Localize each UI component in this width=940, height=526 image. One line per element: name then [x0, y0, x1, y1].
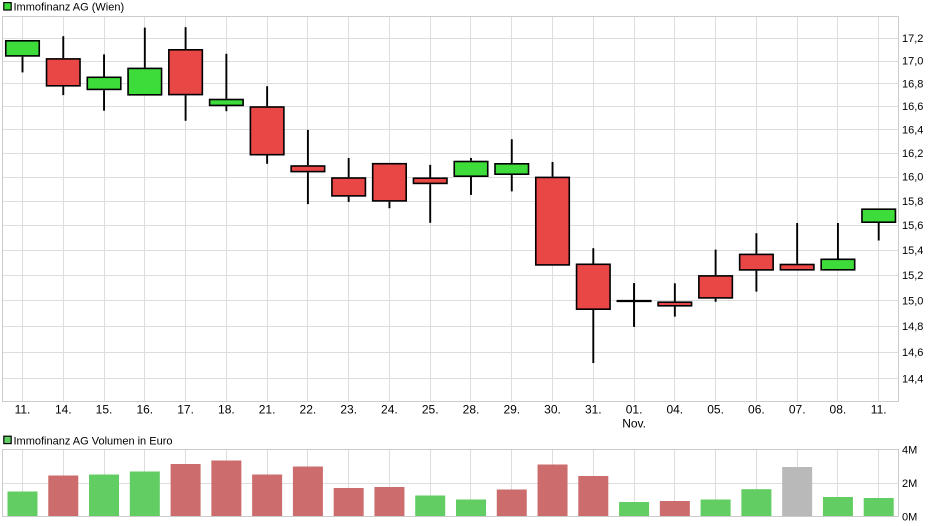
svg-text:15,6: 15,6: [902, 220, 923, 232]
svg-text:Immofinanz AG (Wien): Immofinanz AG (Wien): [14, 1, 125, 13]
svg-text:29.: 29.: [503, 402, 520, 416]
svg-text:16,0: 16,0: [902, 172, 923, 184]
svg-text:14,4: 14,4: [902, 374, 923, 386]
svg-text:14,6: 14,6: [902, 347, 923, 359]
svg-text:24.: 24.: [381, 402, 398, 416]
svg-text:Immofinanz AG Volumen in Euro: Immofinanz AG Volumen in Euro: [14, 435, 173, 447]
svg-text:14.: 14.: [55, 402, 72, 416]
svg-text:17,0: 17,0: [902, 56, 923, 68]
svg-text:4M: 4M: [902, 445, 917, 457]
svg-text:05.: 05.: [707, 402, 724, 416]
svg-text:06.: 06.: [748, 402, 765, 416]
svg-text:15,4: 15,4: [902, 245, 923, 257]
svg-text:07.: 07.: [789, 402, 806, 416]
svg-text:15,8: 15,8: [902, 196, 923, 208]
svg-text:22.: 22.: [300, 402, 317, 416]
svg-text:15,0: 15,0: [902, 295, 923, 307]
svg-text:0M: 0M: [902, 512, 917, 524]
svg-text:08.: 08.: [830, 402, 847, 416]
svg-text:11.: 11.: [871, 402, 887, 416]
svg-text:17.: 17.: [177, 402, 194, 416]
svg-text:31.: 31.: [585, 402, 602, 416]
svg-text:28.: 28.: [463, 402, 480, 416]
svg-text:01.: 01.: [626, 402, 643, 416]
svg-text:17,2: 17,2: [902, 33, 923, 45]
svg-text:Nov.: Nov.: [622, 416, 646, 430]
svg-text:15,2: 15,2: [902, 270, 923, 282]
svg-text:16,6: 16,6: [902, 101, 923, 113]
svg-text:23.: 23.: [340, 402, 357, 416]
svg-text:30.: 30.: [544, 402, 561, 416]
svg-text:11.: 11.: [15, 402, 31, 416]
svg-text:25.: 25.: [422, 402, 439, 416]
svg-text:21.: 21.: [259, 402, 276, 416]
svg-text:16.: 16.: [136, 402, 153, 416]
svg-text:16,2: 16,2: [902, 148, 923, 160]
svg-text:04.: 04.: [666, 402, 683, 416]
svg-text:15.: 15.: [96, 402, 113, 416]
svg-text:2M: 2M: [902, 478, 917, 490]
svg-text:14,8: 14,8: [902, 321, 923, 333]
svg-text:16,4: 16,4: [902, 124, 923, 136]
svg-text:18.: 18.: [218, 402, 235, 416]
svg-text:16,8: 16,8: [902, 78, 923, 90]
